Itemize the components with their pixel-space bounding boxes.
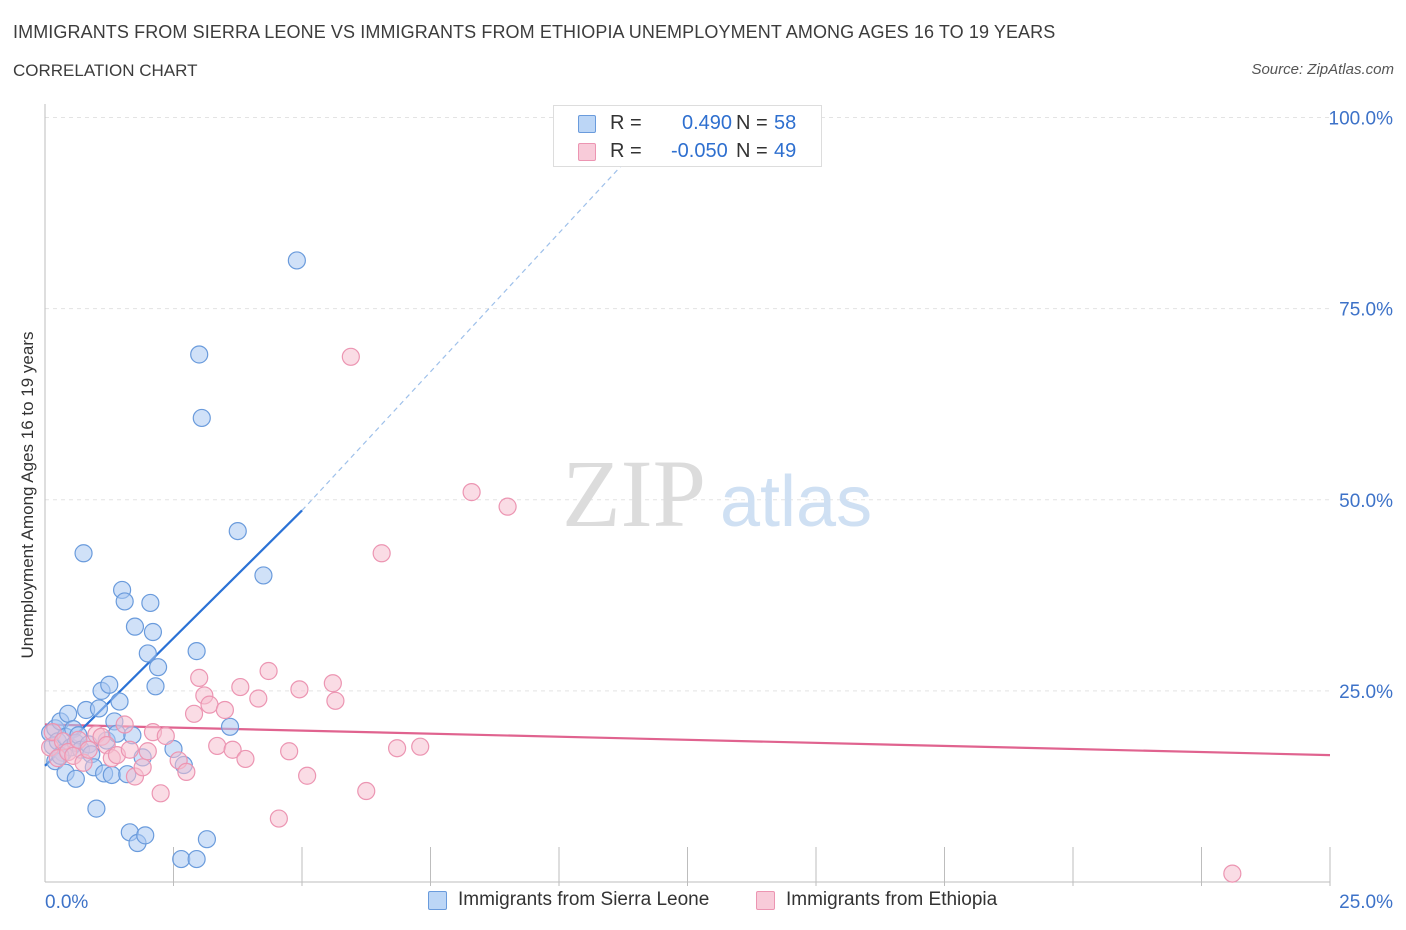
sierra-leone-point (75, 545, 92, 562)
sierra-leone-point (101, 676, 118, 693)
ethiopia-swatch (578, 143, 596, 161)
sierra-leone-n-value: 58 (774, 112, 796, 135)
sierra-leone-r-value: 0.490 (682, 112, 732, 135)
ethiopia-point (342, 348, 359, 365)
ethiopia-point (121, 741, 138, 758)
sierra-leone-point (111, 693, 128, 710)
ethiopia-point (412, 738, 429, 755)
ethiopia-point (216, 701, 233, 718)
ethiopia-point (1224, 865, 1241, 882)
y-tick-label: 75.0% (1339, 300, 1393, 321)
ethiopia-point (358, 783, 375, 800)
ethiopia-point (178, 763, 195, 780)
sierra-leone-point (288, 252, 305, 269)
r-label: R = (610, 140, 642, 163)
watermark-atlas: atlas (720, 462, 872, 542)
sierra-leone-points (42, 252, 306, 868)
ethiopia-point (463, 484, 480, 501)
ethiopia-point (250, 690, 267, 707)
sierra-leone-point (88, 800, 105, 817)
sierra-leone-point (191, 346, 208, 363)
ethiopia-point (201, 696, 218, 713)
ethiopia-point (499, 498, 516, 515)
sierra-leone-point (255, 567, 272, 584)
ethiopia-point (324, 675, 341, 692)
ethiopia-point (191, 669, 208, 686)
ethiopia-point (270, 810, 287, 827)
sierra-leone-legend-swatch (428, 891, 447, 910)
ethiopia-point (373, 545, 390, 562)
ethiopia-legend-swatch (756, 891, 775, 910)
sierra-leone-point (60, 705, 77, 722)
ethiopia-point (80, 741, 97, 758)
sierra-leone-point (126, 618, 143, 635)
ethiopia-r-value: -0.050 (671, 140, 728, 163)
sierra-leone-point (142, 594, 159, 611)
sierra-leone-point (188, 851, 205, 868)
ethiopia-point (139, 743, 156, 760)
sierra-leone-legend-label: Immigrants from Sierra Leone (458, 889, 709, 911)
ethiopia-point (152, 785, 169, 802)
ethiopia-point (291, 681, 308, 698)
sierra-leone-point (67, 770, 84, 787)
ethiopia-point (237, 750, 254, 767)
r-label: R = (610, 112, 642, 135)
ethiopia-point (116, 716, 133, 733)
n-label: N = (736, 140, 768, 163)
n-label: N = (736, 112, 768, 135)
sierra-leone-point (222, 718, 239, 735)
sierra-leone-point (193, 409, 210, 426)
sierra-leone-point (144, 624, 161, 641)
x-tick-label: 0.0% (45, 892, 88, 913)
sierra-leone-point (137, 827, 154, 844)
sierra-leone-point (188, 643, 205, 660)
gridlines (45, 118, 1330, 691)
sierra-leone-point (229, 523, 246, 540)
ethiopia-point (260, 662, 277, 679)
watermark-zip: ZIP (562, 440, 706, 547)
sierra-leone-point (147, 678, 164, 695)
sierra-leone-point (198, 831, 215, 848)
ethiopia-point (186, 705, 203, 722)
ethiopia-point (232, 679, 249, 696)
y-tick-label: 50.0% (1339, 491, 1393, 512)
correlation-legend: R = 0.490 N = 58 R = -0.050 N = 49 (553, 105, 822, 167)
sierra-leone-point (173, 851, 190, 868)
ethiopia-point (281, 743, 298, 760)
y-axis-label: Unemployment Among Ages 16 to 19 years (18, 332, 37, 659)
ethiopia-point (134, 759, 151, 776)
ethiopia-point (157, 727, 174, 744)
sierra-leone-point (103, 766, 120, 783)
y-tick-label: 25.0% (1339, 682, 1393, 703)
ethiopia-points (42, 348, 1241, 882)
sierra-leone-point (90, 700, 107, 717)
ethiopia-legend-label: Immigrants from Ethiopia (786, 889, 997, 911)
ethiopia-point (389, 740, 406, 757)
ethiopia-n-value: 49 (774, 140, 796, 163)
sierra-leone-point (116, 593, 133, 610)
x-tick-label: 25.0% (1339, 892, 1393, 913)
ethiopia-point (327, 692, 344, 709)
sierra-leone-swatch (578, 115, 596, 133)
ethiopia-point (209, 737, 226, 754)
sierra-leone-point (150, 659, 167, 676)
ethiopia-point (299, 767, 316, 784)
y-tick-label: 100.0% (1329, 109, 1394, 130)
